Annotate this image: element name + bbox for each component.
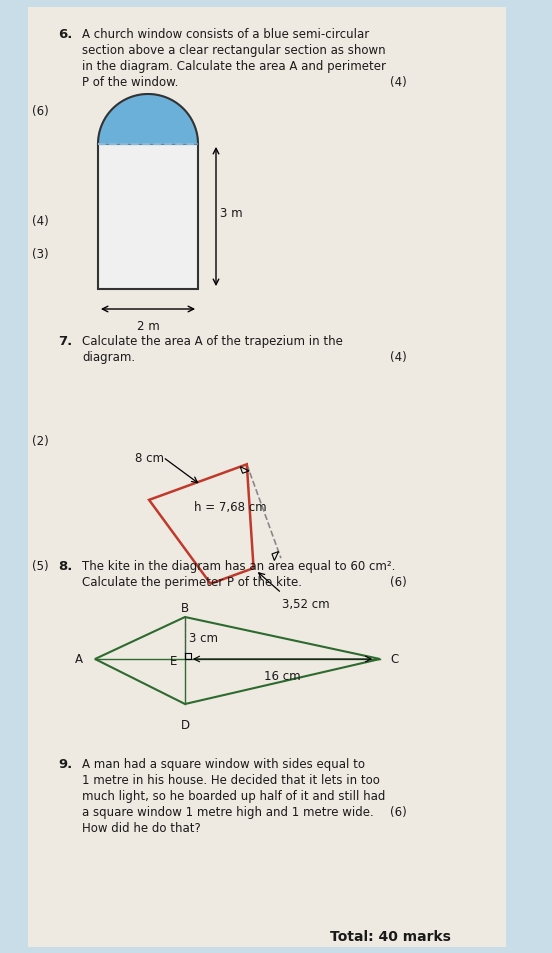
Text: 9.: 9.: [58, 758, 72, 770]
Text: A church window consists of a blue semi-circular: A church window consists of a blue semi-…: [82, 28, 369, 41]
Text: 3 cm: 3 cm: [189, 632, 218, 645]
Text: A man had a square window with sides equal to: A man had a square window with sides equ…: [82, 758, 365, 770]
Text: The kite in the diagram has an area equal to 60 cm².: The kite in the diagram has an area equa…: [82, 559, 395, 573]
Text: 16 cm: 16 cm: [264, 669, 301, 682]
Text: (3): (3): [32, 248, 49, 261]
Text: (6): (6): [390, 805, 407, 818]
Text: How did he do that?: How did he do that?: [82, 821, 201, 834]
Text: 6.: 6.: [58, 28, 72, 41]
Text: Calculate the area A of the trapezium in the: Calculate the area A of the trapezium in…: [82, 335, 343, 348]
Text: A: A: [75, 653, 83, 666]
Text: h = 7,68 cm: h = 7,68 cm: [194, 500, 267, 513]
Text: (6): (6): [390, 576, 407, 588]
Text: 2 m: 2 m: [137, 319, 160, 333]
Text: (4): (4): [32, 214, 49, 228]
Bar: [98, 145, 198, 290]
Polygon shape: [98, 95, 198, 145]
Text: in the diagram. Calculate the area A and perimeter: in the diagram. Calculate the area A and…: [82, 60, 386, 73]
Text: much light, so he boarded up half of it and still had: much light, so he boarded up half of it …: [82, 789, 385, 802]
Text: 8.: 8.: [58, 559, 72, 573]
Text: D: D: [181, 719, 189, 731]
Text: (4): (4): [390, 351, 407, 364]
Text: Total: 40 marks: Total: 40 marks: [330, 929, 451, 943]
Text: E: E: [169, 655, 177, 668]
Text: 3,52 cm: 3,52 cm: [282, 598, 329, 611]
Bar: [28, 8, 506, 947]
Text: diagram.: diagram.: [82, 351, 135, 364]
Text: (5): (5): [32, 559, 49, 573]
Text: 3 m: 3 m: [220, 207, 243, 220]
Text: 8 cm: 8 cm: [135, 452, 164, 465]
Text: 7.: 7.: [58, 335, 72, 348]
Text: section above a clear rectangular section as shown: section above a clear rectangular sectio…: [82, 44, 386, 57]
Text: (6): (6): [32, 105, 49, 118]
Text: P of the window.: P of the window.: [82, 76, 178, 89]
Text: (4): (4): [390, 76, 407, 89]
Text: C: C: [390, 653, 398, 666]
Text: 1 metre in his house. He decided that it lets in too: 1 metre in his house. He decided that it…: [82, 773, 380, 786]
Text: B: B: [181, 601, 189, 615]
Text: Calculate the perimeter P of the kite.: Calculate the perimeter P of the kite.: [82, 576, 302, 588]
Text: a square window 1 metre high and 1 metre wide.: a square window 1 metre high and 1 metre…: [82, 805, 374, 818]
Text: (2): (2): [32, 435, 49, 448]
